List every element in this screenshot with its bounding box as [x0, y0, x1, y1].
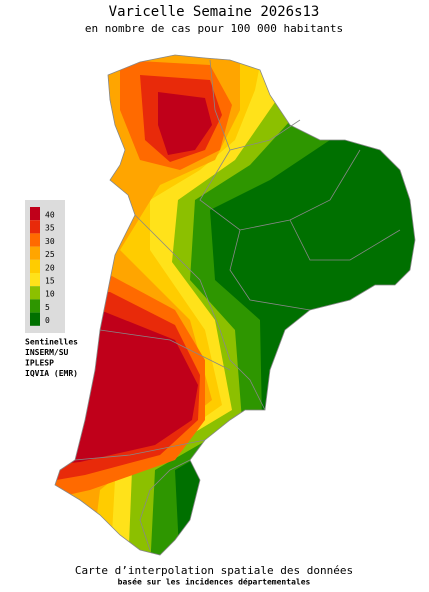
legend-swatch — [30, 312, 40, 326]
legend-swatch — [30, 220, 40, 234]
legend-label: 25 — [45, 250, 55, 259]
legend-label: 20 — [45, 263, 55, 272]
legend-label: 10 — [45, 290, 55, 299]
legend: 40 35 30 25 20 15 10 5 0 — [30, 207, 55, 326]
legend-label: 5 — [45, 303, 50, 312]
legend-swatch — [30, 246, 40, 260]
department-borders — [54, 54, 416, 556]
legend-swatch — [30, 299, 40, 313]
source-line: Sentinelles — [25, 337, 78, 347]
legend-label: 30 — [45, 237, 55, 246]
source-line: INSERM/SU — [25, 348, 69, 357]
footer-subtitle: basée sur les incidences départementales — [118, 577, 311, 587]
legend-swatch — [30, 286, 40, 300]
source-line: IPLESP — [25, 359, 54, 368]
title: Varicelle Semaine 2026s13 — [109, 4, 320, 20]
legend-label: 40 — [45, 211, 55, 220]
subtitle: en nombre de cas pour 100 000 habitants — [85, 22, 343, 35]
legend-swatch — [30, 207, 40, 221]
legend-swatch — [30, 273, 40, 287]
legend-label: 35 — [45, 224, 55, 233]
legend-swatch — [30, 259, 40, 273]
legend-label: 0 — [45, 316, 50, 325]
footer-title: Carte d’interpolation spatiale des donné… — [75, 564, 353, 577]
source-line: IQVIA (EMR) — [25, 369, 78, 378]
legend-swatch — [30, 233, 40, 247]
legend-label: 15 — [45, 277, 55, 286]
